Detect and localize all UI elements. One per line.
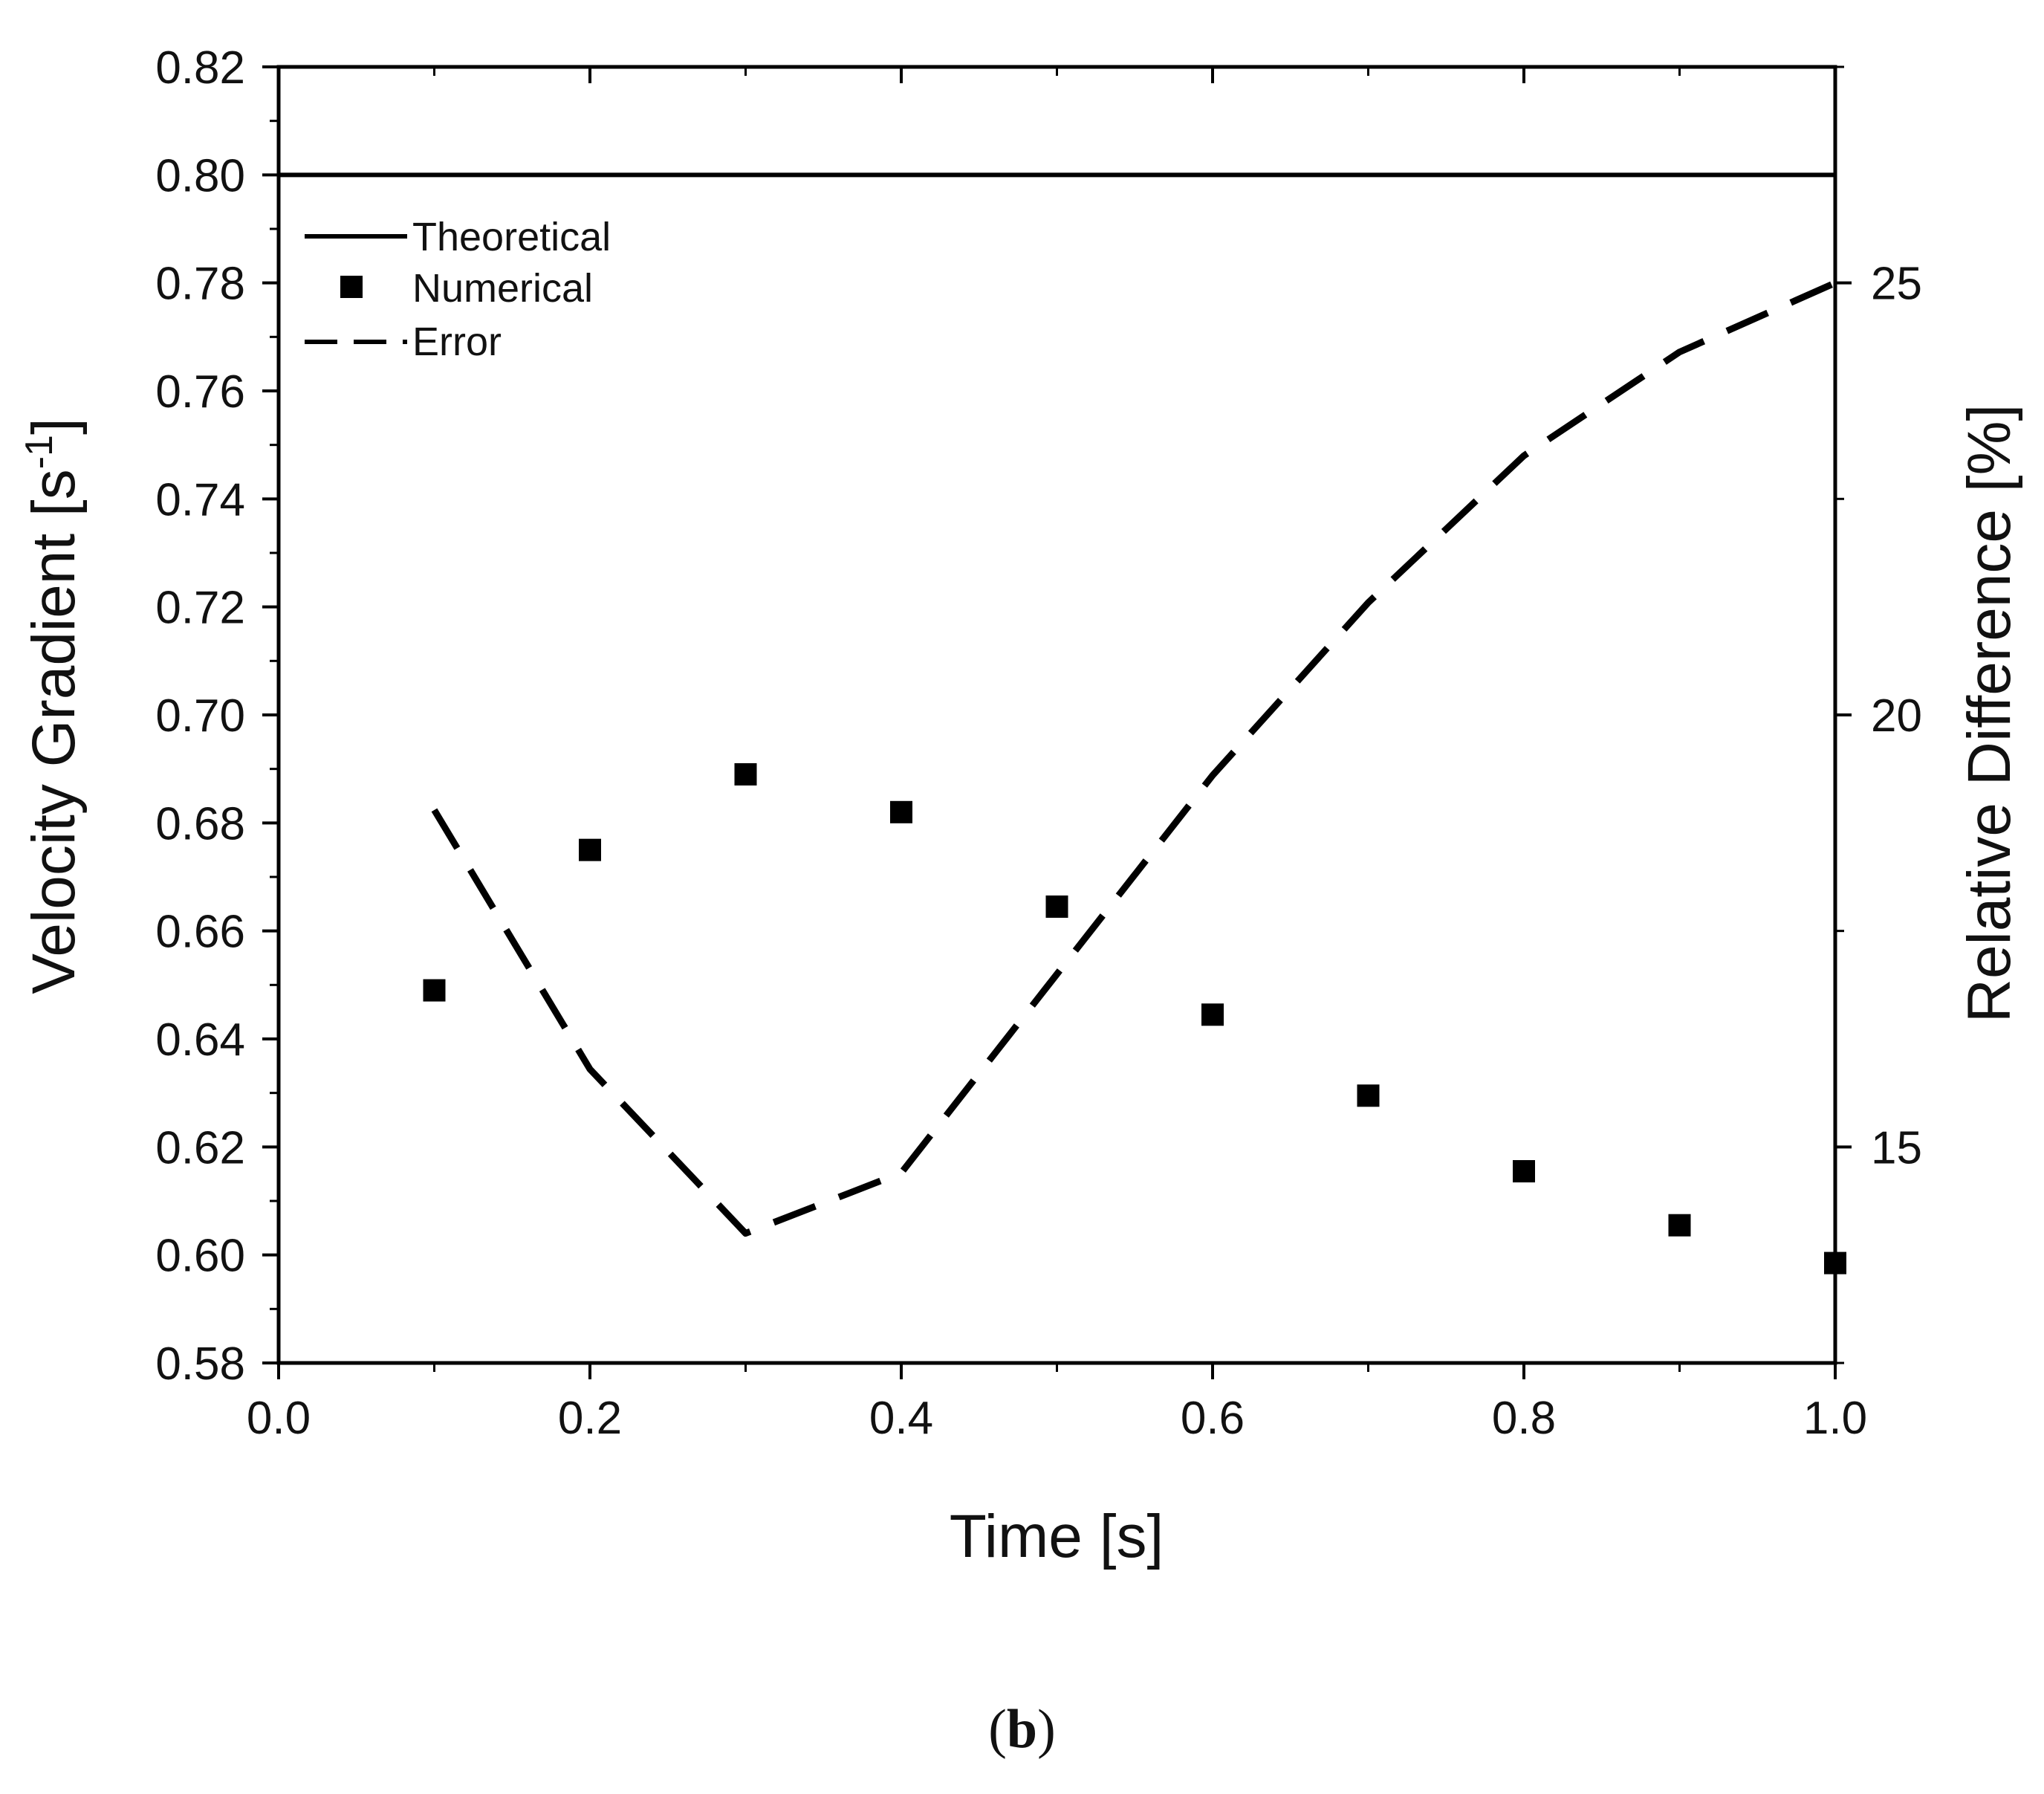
numerical-point (423, 979, 446, 1002)
figure-caption: (b) (0, 1698, 2044, 1761)
y-tick-label: 0.74 (155, 474, 245, 525)
legend-numerical-label: Numerical (412, 266, 593, 311)
caption-open: ( (988, 1699, 1007, 1760)
y-tick-label: 0.62 (155, 1122, 245, 1173)
plot-frame (276, 65, 1837, 1365)
y2-axis-title: Relative Difference [%] (1956, 404, 2023, 1023)
x-tick-label: 1.0 (1803, 1393, 1867, 1444)
y-tick-label: 0.60 (155, 1231, 245, 1282)
y-tick-label: 0.70 (155, 690, 245, 742)
legend: Theoretical Numerical Error (305, 215, 611, 364)
caption-close: ) (1037, 1699, 1056, 1760)
y2-tick-label: 25 (1871, 259, 1922, 310)
numerical-point (1357, 1084, 1380, 1107)
numerical-point (1513, 1160, 1535, 1183)
x-axis-title: Time [s] (950, 1503, 1164, 1570)
y2-tick-label: 15 (1871, 1122, 1922, 1173)
y-tick-label: 0.76 (155, 366, 245, 418)
axes-layer: 0.58 0.60 0.62 0.64 0.66 0.68 0.70 0.72 0.74 0.76… (155, 42, 1922, 1444)
numerical-point (890, 800, 912, 823)
series-layer (279, 172, 1846, 1275)
x-tick-label: 0.4 (869, 1393, 933, 1444)
error-line (431, 279, 1837, 1237)
x-tick-label: 0.8 (1492, 1393, 1556, 1444)
y-axis-title: Velocity Gradient [s-1] (18, 418, 88, 994)
y-tick-label: 0.64 (155, 1014, 245, 1066)
y-tick-label: 0.78 (155, 259, 245, 310)
y-tick-label: 0.66 (155, 907, 245, 958)
y2-tick-label: 20 (1871, 690, 1922, 742)
numerical-point (734, 762, 757, 786)
numerical-point (579, 838, 601, 861)
numerical-point (1045, 895, 1068, 918)
numerical-point (1668, 1214, 1691, 1237)
y-axis-title-text: Velocity Gradient [s (20, 469, 88, 994)
x-tick-label: 0.2 (558, 1393, 622, 1444)
y-tick-label: 0.80 (155, 150, 245, 201)
legend-error-label: Error (412, 320, 502, 364)
legend-numerical-swatch (340, 276, 363, 298)
y-tick-label: 0.82 (155, 42, 245, 94)
y-axis-title-superscript: -1 (18, 435, 61, 469)
x-tick-label: 0.0 (247, 1393, 311, 1444)
legend-theoretical-label: Theoretical (412, 215, 611, 259)
y-tick-label: 0.72 (155, 583, 245, 634)
caption-label: b (1006, 1699, 1038, 1760)
numerical-point (1201, 1003, 1224, 1026)
x-tick-label: 0.6 (1181, 1393, 1245, 1444)
y-tick-label: 0.68 (155, 798, 245, 849)
y-axis-title-end: ] (20, 418, 88, 435)
y-tick-label: 0.58 (155, 1338, 245, 1390)
